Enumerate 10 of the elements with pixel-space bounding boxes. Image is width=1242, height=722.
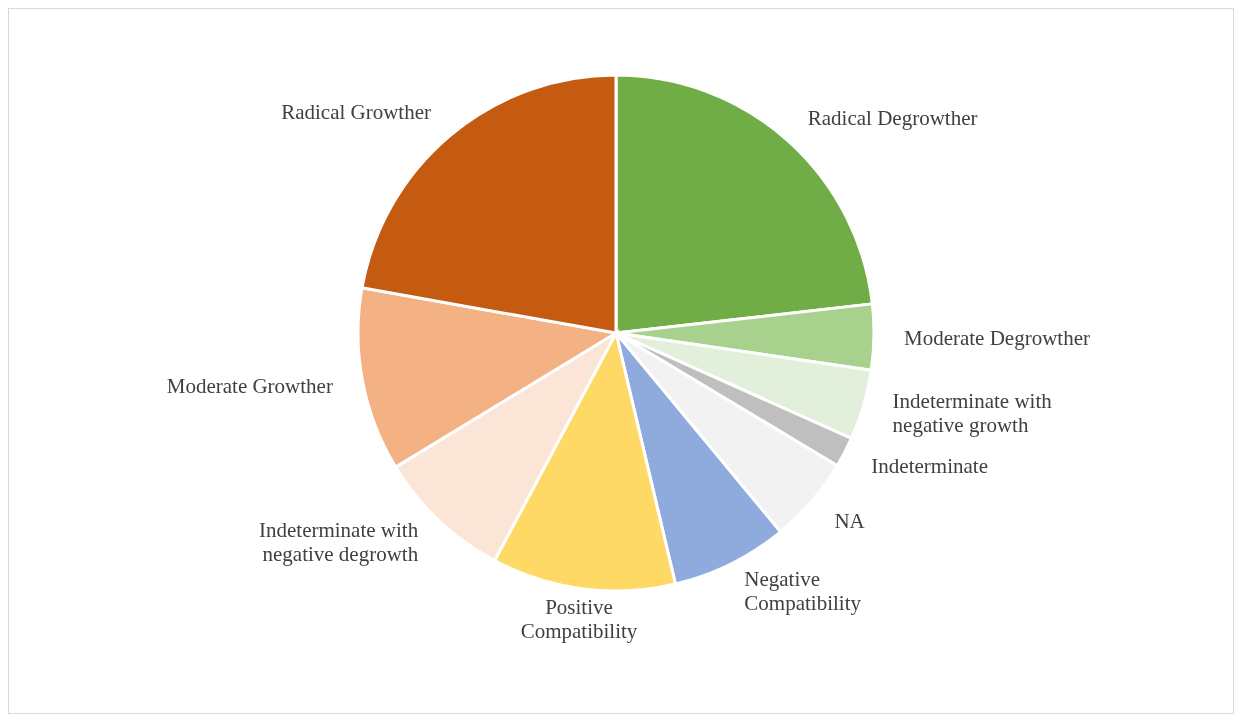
slice-label: Moderate Degrowther <box>903 325 1090 350</box>
slice-label: Radical Degrowther <box>807 106 978 131</box>
slice-label: NA <box>834 508 866 533</box>
slice-label: Indeterminate <box>871 454 988 479</box>
slice-label: Positive Compatibility <box>520 594 638 643</box>
slice-label: Indeterminate with negative degrowth <box>258 518 419 567</box>
slice-label: Radical Growther <box>281 100 432 125</box>
slice-label: Indeterminate with negative growth <box>892 389 1053 438</box>
slice-label: Moderate Growther <box>166 374 333 399</box>
slice-label: Negative Compatibility <box>744 566 862 615</box>
